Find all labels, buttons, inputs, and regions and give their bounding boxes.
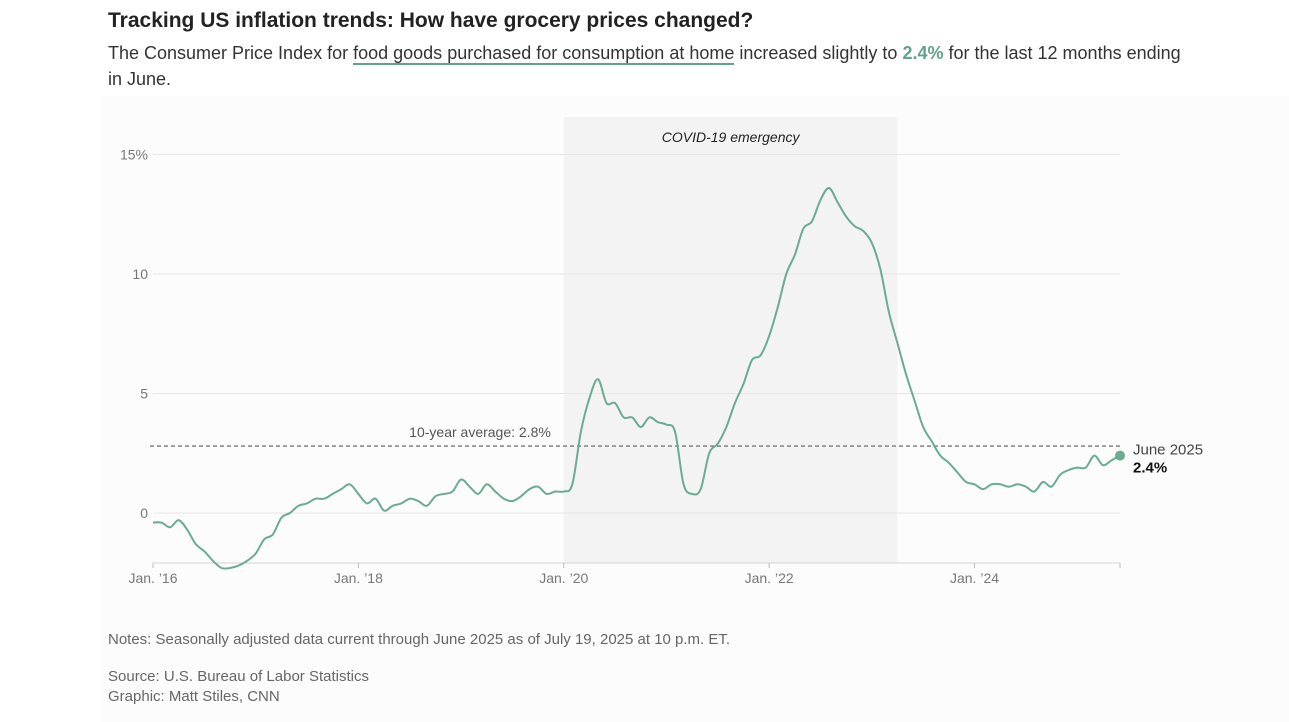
source-line: Source: U.S. Bureau of Labor Statistics [108,668,369,685]
y-tick-label: 5 [140,386,148,402]
x-tick-label: Jan. ’22 [745,570,794,586]
latest-point-value-label: 2.4% [1133,460,1167,477]
chart-credits: Source: U.S. Bureau of Labor Statistics G… [108,667,369,707]
subtitle-post: for the last 12 months ending in June. [108,43,1181,89]
gridlines [153,154,1120,514]
y-tick-label: 15% [120,147,148,163]
subtitle-pre: The Consumer Price Index for [108,43,354,63]
latest-point-date-label: June 2025 [1133,442,1203,459]
x-axis: Jan. ’16 Jan. ’18 Jan. ’20 Jan. ’22 Jan. ’24 [128,562,1121,586]
x-tick-label: Jan. ’16 [128,570,177,586]
y-tick-label: 10 [132,266,148,282]
covid-region-label: COVID-19 emergency [662,129,801,145]
x-tick-label: Jan. ’24 [950,570,999,586]
average-reference-label: 10-year average: 2.8% [409,424,551,440]
series-line-food-at-home [152,187,1121,570]
chart-subtitle: The Consumer Price Index for food goods … [108,40,1198,92]
x-tick-label: Jan. ’20 [539,570,588,586]
latest-point-marker [1115,450,1125,461]
chart-title: Tracking US inflation trends: How have g… [108,9,754,32]
subtitle-value: 2.4% [902,43,944,63]
chart-notes: Notes: Seasonally adjusted data current … [108,631,731,648]
graphic-credit: Graphic: Matt Stiles, CNN [108,688,280,705]
subtitle-mid: increased slightly to [734,43,903,63]
food-at-home-link[interactable]: food goods purchased for consumption at … [353,43,735,65]
y-tick-label: 0 [140,505,148,521]
covid-shaded-region [563,117,898,563]
y-axis: 0 5 10 15% [120,147,148,522]
x-tick-label: Jan. ’18 [334,570,383,586]
